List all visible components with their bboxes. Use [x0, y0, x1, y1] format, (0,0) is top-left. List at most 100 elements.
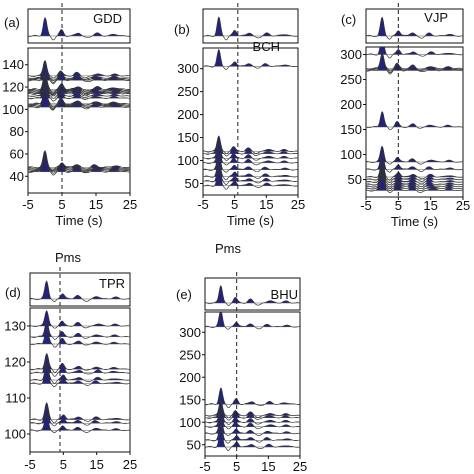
- y-tick-label: 40: [10, 169, 24, 184]
- waveform-trace: [205, 312, 300, 330]
- plot-frame: [365, 46, 464, 198]
- y-tick-label: 100: [340, 147, 362, 162]
- y-tick-label: 150: [340, 122, 362, 137]
- y-tick-label: 110: [5, 391, 26, 406]
- y-tick-label: 100: [179, 415, 201, 430]
- y-tick-label: 100: [4, 427, 26, 442]
- waveform-fill: [34, 63, 120, 81]
- waveform-trace: [28, 77, 130, 97]
- waveform-trace: [28, 76, 130, 96]
- waveform-trace: [205, 410, 300, 430]
- x-axis-label: Time (s): [391, 214, 438, 229]
- plot-frame: [202, 47, 299, 196]
- waveform-trace: [203, 152, 298, 173]
- station-name: VJP: [424, 10, 448, 25]
- y-tick-label: 300: [340, 47, 362, 62]
- station-name: GDD: [93, 11, 122, 26]
- waveform-trace: [28, 59, 130, 79]
- waveform-trace: [28, 80, 130, 99]
- waveform-fill: [215, 285, 290, 303]
- waveform-trace: [366, 152, 463, 173]
- waveform-trace: [203, 146, 298, 166]
- stack-frame: [29, 272, 131, 307]
- waveform-trace: [30, 406, 130, 427]
- panel-bhu: 50 100 150 200 250 300 -5 5 15 25 (e) BHU Pms: [176, 241, 307, 474]
- panel-label: (a): [4, 15, 20, 30]
- x-tick-label: 15: [89, 197, 103, 212]
- waveform-trace: [366, 47, 463, 59]
- waveform-trace: [366, 159, 463, 181]
- waveform-fill: [34, 363, 123, 380]
- waveform-trace: [205, 401, 300, 421]
- y-tick-label: 300: [177, 61, 199, 76]
- waveform-trace: [30, 402, 130, 424]
- waveform-trace: [203, 163, 298, 185]
- y-tick-label: 120: [2, 80, 24, 95]
- panel-bch: 50 100 150 200 250 300 -5 5 15 25 Time (s) (b) BCH: [174, 3, 305, 228]
- pms-label: Pms: [215, 241, 242, 256]
- x-tick-label: -5: [360, 198, 372, 213]
- y-tick-label: 50: [187, 437, 201, 452]
- stack-frame: [202, 8, 299, 44]
- waveform-trace: [366, 53, 463, 75]
- waveform-trace: [366, 145, 463, 165]
- waveform-trace: [28, 74, 130, 95]
- x-tick-label: 15: [89, 457, 103, 472]
- waveform-fill: [35, 156, 119, 172]
- panel-gdd: 40 60 80 100 120 140 -5 5 15 25 Time (s) (a) GDD: [2, 3, 137, 228]
- waveform-trace: [28, 153, 130, 173]
- waveform-trace: [366, 164, 463, 186]
- panel-tpr: 100 110 120 130 -5 5 15 25 (d) TPR Pms: [4, 250, 137, 472]
- waveform-trace: [28, 62, 130, 82]
- y-tick-label: 120: [4, 355, 26, 370]
- y-tick-label: 250: [177, 84, 199, 99]
- x-tick-label: 5: [58, 197, 65, 212]
- panel-label: (c): [341, 12, 356, 27]
- panel-label: (b): [174, 22, 190, 37]
- x-tick-label: 25: [123, 457, 137, 472]
- waveform-fill: [366, 175, 453, 191]
- waveform-fill: [207, 169, 291, 186]
- waveform-fill: [40, 310, 120, 326]
- y-tick-label: 140: [2, 57, 24, 72]
- waveform-trace: [30, 280, 130, 302]
- waveform-trace: [30, 413, 130, 433]
- waveform-trace: [28, 82, 130, 102]
- x-tick-label: 15: [259, 197, 273, 212]
- waveform-trace: [28, 88, 130, 110]
- y-tick-label: 200: [340, 97, 362, 112]
- y-tick-label: 250: [340, 72, 362, 87]
- x-tick-label: 25: [291, 197, 305, 212]
- waveform-fill: [34, 17, 119, 36]
- waveform-fill: [38, 353, 119, 370]
- x-tick-label: 15: [261, 459, 275, 474]
- y-tick-label: 100: [177, 153, 199, 168]
- waveform-trace: [203, 48, 298, 70]
- waveform-trace: [30, 352, 130, 373]
- waveform-trace: [203, 135, 298, 154]
- x-tick-label: -5: [24, 457, 36, 472]
- waveform-trace: [30, 327, 130, 348]
- waveform-trace: [205, 429, 300, 451]
- stack-frame: [27, 8, 131, 44]
- x-tick-label: 25: [456, 198, 470, 213]
- waveform-trace: [366, 174, 463, 194]
- x-tick-label: 15: [423, 198, 437, 213]
- stack-frame: [365, 8, 464, 44]
- waveform-trace: [366, 111, 463, 131]
- waveform-trace: [28, 155, 130, 176]
- x-tick-label: 25: [293, 459, 307, 474]
- waveform-trace: [30, 355, 130, 377]
- panel-label: (d): [5, 285, 21, 300]
- waveform-trace: [205, 399, 300, 419]
- waveform-fill: [372, 54, 452, 71]
- waveform-trace: [203, 168, 298, 190]
- station-name: BCH: [253, 39, 280, 54]
- waveform-trace: [30, 310, 130, 329]
- y-tick-label: 80: [10, 124, 24, 139]
- panel-label: (e): [176, 287, 192, 302]
- waveform-fill: [207, 17, 291, 36]
- x-tick-label: 5: [233, 459, 240, 474]
- waveform-fill: [203, 147, 289, 163]
